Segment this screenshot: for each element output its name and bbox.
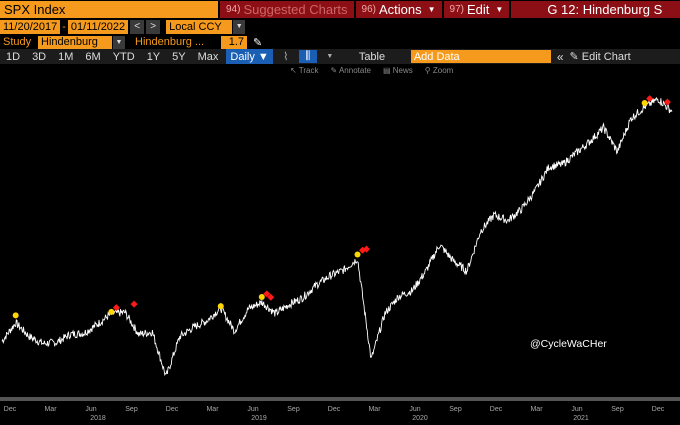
range-button-1d[interactable]: 1D: [6, 50, 21, 63]
chevron-down-icon[interactable]: ▼: [326, 53, 334, 60]
x-month-label: Jun: [247, 406, 258, 413]
x-month-label: Sep: [125, 406, 138, 413]
line-chart-icon[interactable]: ⌇: [283, 51, 289, 63]
x-month-label: Sep: [287, 406, 300, 413]
yellow-signal-dot: [108, 308, 115, 315]
edit-number: 97): [449, 3, 464, 15]
range-button-6m[interactable]: 6M: [85, 50, 101, 63]
x-month-label: Sep: [449, 406, 462, 413]
x-month-label: Mar: [44, 406, 57, 413]
range-buttons: 1D 3D 1M 6M YTD 1Y 5Y Max: [0, 49, 224, 64]
x-month-label: Mar: [530, 406, 543, 413]
suggested-charts-button[interactable]: 94) Suggested Charts: [220, 0, 354, 18]
actions-label: Actions: [378, 1, 422, 17]
track-label: Track: [298, 65, 319, 75]
chevron-down-icon: ▼: [427, 4, 436, 14]
x-axis-bar: [0, 397, 680, 401]
actions-number: 96): [361, 3, 376, 15]
price-chart[interactable]: Dec Mar Jun Sep Dec Mar Jun Sep Dec Mar Jun Sep Dec M…: [0, 76, 680, 425]
x-month-label: Dec: [328, 406, 341, 413]
range-button-5y[interactable]: 5Y: [172, 50, 186, 63]
price-line: [1, 96, 673, 377]
ticker-field[interactable]: SPX Index: [0, 0, 218, 18]
red-signal-diamond: [646, 95, 654, 103]
chart-title: G 12: Hindenburg S: [511, 0, 680, 18]
yellow-signal-dot: [258, 294, 265, 300]
currency-select[interactable]: Local CCY: [166, 19, 233, 34]
yellow-signal-dot: [641, 99, 648, 106]
suggested-charts-number: 94): [226, 3, 241, 15]
date-separator: -: [62, 20, 66, 33]
chevron-down-icon[interactable]: ▼: [233, 19, 246, 34]
study-bar: Study Hindenburg ▼ Hindenburg ... 1.7 ✎: [0, 35, 680, 49]
zoom-label: Zoom: [432, 65, 454, 75]
range-button-1y[interactable]: 1Y: [146, 50, 161, 63]
track-tool[interactable]: ↖ Track: [290, 65, 319, 75]
edit-chart-label: Edit Chart: [581, 51, 631, 63]
study-label: Study: [3, 36, 32, 48]
study-select[interactable]: Hindenburg: [38, 35, 112, 49]
red-signal-diamond: [663, 98, 671, 106]
x-month-label: Mar: [368, 406, 381, 413]
collapse-icon[interactable]: «: [556, 49, 564, 64]
top-toolbar: SPX Index 94) Suggested Charts 96) Actio…: [0, 0, 680, 18]
edit-menu[interactable]: 97) Edit ▼: [443, 0, 510, 18]
actions-menu[interactable]: 96) Actions ▼: [355, 0, 442, 18]
yellow-signal-dot: [12, 312, 19, 319]
x-year-label: 2021: [573, 415, 589, 422]
x-month-label: Dec: [652, 406, 665, 413]
candlestick-icon[interactable]: ⫼: [298, 50, 317, 63]
red-signal-diamond: [363, 245, 371, 253]
x-month-label: Dec: [490, 406, 503, 413]
yellow-signal-dot: [354, 251, 361, 258]
edit-chart-button[interactable]: ✎ Edit Chart: [570, 50, 631, 63]
edit-label: Edit: [467, 1, 490, 17]
study-param-label: Hindenburg ...: [135, 36, 205, 48]
yellow-signal-dot: [217, 303, 224, 310]
x-month-label: Mar: [206, 406, 219, 413]
chevron-down-icon[interactable]: ▼: [113, 35, 125, 49]
range-toolbar: 1D 3D 1M 6M YTD 1Y 5Y Max Daily ▼ ⌇ ⫼ ▼ Table A…: [0, 49, 680, 64]
range-button-3d[interactable]: 3D: [32, 50, 47, 63]
pencil-icon[interactable]: ✎: [253, 36, 263, 49]
chevron-down-icon: ▼: [495, 4, 504, 14]
x-month-label: Jun: [409, 406, 420, 413]
next-arrow-icon[interactable]: >: [146, 19, 161, 34]
red-signal-diamond: [112, 304, 120, 312]
suggested-charts-label: Suggested Charts: [243, 1, 348, 17]
x-year-label: 2020: [412, 415, 428, 422]
news-label: News: [392, 65, 413, 75]
zoom-tool[interactable]: ⚲ Zoom: [424, 65, 454, 75]
x-year-label: 2019: [251, 415, 267, 422]
x-year-label: 2018: [90, 415, 106, 422]
range-button-1m[interactable]: 1M: [58, 50, 74, 63]
x-month-label: Sep: [611, 406, 624, 413]
red-signal-diamond: [130, 300, 138, 308]
red-signal-diamond: [263, 290, 271, 298]
watermark: @CycleWaCHer: [530, 338, 607, 350]
table-button[interactable]: Table: [358, 50, 386, 63]
prev-arrow-icon[interactable]: <: [130, 19, 145, 34]
x-month-label: Dec: [166, 406, 179, 413]
study-param-input[interactable]: 1.7: [221, 35, 247, 49]
frequency-select[interactable]: Daily ▼: [226, 49, 273, 64]
news-tool[interactable]: ▤ News: [383, 65, 413, 75]
range-button-ytd[interactable]: YTD: [112, 50, 135, 63]
frequency-label: Daily: [230, 50, 255, 63]
chart-tools-bar: ↖ Track ✎ Annotate ▤ News ⚲ Zoom: [0, 64, 680, 76]
annotate-label: Annotate: [338, 65, 371, 75]
x-month-label: Dec: [4, 406, 17, 413]
start-date-input[interactable]: 11/20/2017: [0, 19, 61, 34]
end-date-input[interactable]: 01/11/2022: [67, 19, 129, 34]
pencil-icon: ✎: [569, 51, 579, 63]
add-data-input[interactable]: Add Data: [410, 50, 551, 63]
x-month-label: Jun: [85, 406, 96, 413]
annotate-tool[interactable]: ✎ Annotate: [330, 65, 371, 75]
range-button-max[interactable]: Max: [197, 50, 219, 63]
x-month-label: Jun: [571, 406, 582, 413]
red-signal-diamond: [267, 293, 275, 301]
date-range-bar: 11/20/2017 - 01/11/2022 < > Local CCY ▼: [0, 19, 680, 34]
